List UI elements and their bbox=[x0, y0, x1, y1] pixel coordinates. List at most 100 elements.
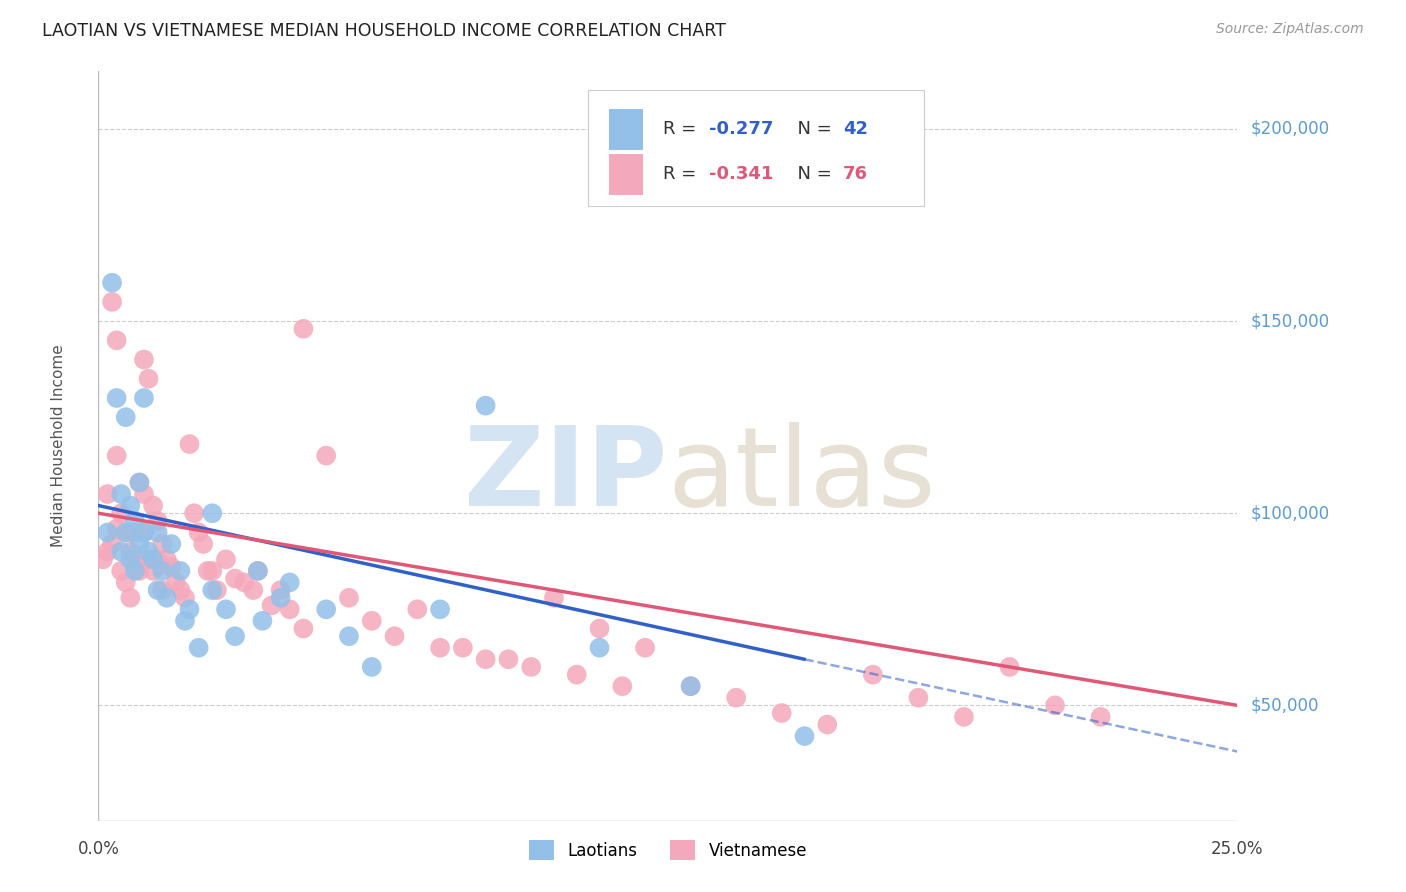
Point bbox=[128, 475, 150, 490]
Point bbox=[142, 564, 165, 578]
Point bbox=[179, 437, 201, 451]
Point bbox=[96, 544, 118, 558]
Point bbox=[953, 710, 976, 724]
Point bbox=[110, 487, 132, 501]
Point bbox=[128, 475, 150, 490]
Point bbox=[565, 667, 588, 681]
Point bbox=[146, 583, 169, 598]
Point bbox=[429, 640, 451, 655]
Point bbox=[215, 602, 238, 616]
Point bbox=[215, 552, 238, 566]
Point bbox=[146, 552, 169, 566]
Point bbox=[1043, 698, 1066, 713]
Point bbox=[252, 614, 274, 628]
Point bbox=[183, 506, 205, 520]
Point bbox=[270, 591, 292, 605]
Point bbox=[588, 640, 610, 655]
Point bbox=[612, 679, 634, 693]
Point bbox=[278, 602, 301, 616]
Point bbox=[770, 706, 793, 720]
Point bbox=[1090, 710, 1112, 724]
Point bbox=[907, 690, 929, 705]
Text: Median Household Income: Median Household Income bbox=[51, 344, 66, 548]
Point bbox=[474, 652, 496, 666]
Point bbox=[278, 575, 301, 590]
Text: $100,000: $100,000 bbox=[1251, 504, 1330, 522]
Point bbox=[197, 564, 219, 578]
Point bbox=[124, 552, 146, 566]
Point bbox=[634, 640, 657, 655]
Point bbox=[169, 564, 191, 578]
Point bbox=[429, 602, 451, 616]
Text: R =: R = bbox=[664, 120, 702, 138]
Point bbox=[132, 487, 155, 501]
Point bbox=[110, 506, 132, 520]
Point bbox=[128, 564, 150, 578]
Text: 25.0%: 25.0% bbox=[1211, 840, 1264, 858]
Point bbox=[384, 629, 406, 643]
Point bbox=[96, 487, 118, 501]
Point bbox=[120, 499, 142, 513]
Point bbox=[105, 449, 128, 463]
Point bbox=[815, 717, 838, 731]
Point bbox=[105, 334, 128, 348]
Point bbox=[114, 525, 136, 540]
Point bbox=[138, 372, 160, 386]
Point bbox=[128, 537, 150, 551]
Point bbox=[679, 679, 702, 693]
Point bbox=[146, 514, 169, 528]
Text: 0.0%: 0.0% bbox=[77, 840, 120, 858]
Point bbox=[120, 544, 142, 558]
Point bbox=[862, 667, 884, 681]
Text: N =: N = bbox=[786, 120, 838, 138]
Point bbox=[150, 537, 173, 551]
Point bbox=[315, 602, 337, 616]
Point bbox=[588, 622, 610, 636]
Point bbox=[187, 525, 209, 540]
Point bbox=[360, 614, 382, 628]
Point bbox=[132, 525, 155, 540]
Point bbox=[201, 564, 224, 578]
Point bbox=[233, 575, 256, 590]
Point bbox=[725, 690, 748, 705]
Point bbox=[474, 399, 496, 413]
Text: LAOTIAN VS VIETNAMESE MEDIAN HOUSEHOLD INCOME CORRELATION CHART: LAOTIAN VS VIETNAMESE MEDIAN HOUSEHOLD I… bbox=[42, 22, 725, 40]
Text: -0.341: -0.341 bbox=[709, 165, 773, 184]
Point bbox=[292, 322, 315, 336]
Point bbox=[101, 276, 124, 290]
Point bbox=[105, 522, 128, 536]
Text: $200,000: $200,000 bbox=[1251, 120, 1330, 138]
Point bbox=[406, 602, 429, 616]
Point bbox=[91, 552, 114, 566]
Point bbox=[193, 537, 215, 551]
Point bbox=[110, 544, 132, 558]
Point bbox=[315, 449, 337, 463]
Point bbox=[337, 629, 360, 643]
Point bbox=[205, 583, 228, 598]
Point bbox=[292, 622, 315, 636]
Text: $150,000: $150,000 bbox=[1251, 312, 1330, 330]
Point bbox=[679, 679, 702, 693]
Legend: Laotians, Vietnamese: Laotians, Vietnamese bbox=[520, 831, 815, 869]
Point bbox=[150, 583, 173, 598]
Text: 76: 76 bbox=[844, 165, 869, 184]
Point bbox=[179, 602, 201, 616]
Point bbox=[224, 629, 246, 643]
Point bbox=[246, 564, 269, 578]
Text: N =: N = bbox=[786, 165, 838, 184]
Point bbox=[543, 591, 565, 605]
Point bbox=[146, 525, 169, 540]
Point bbox=[174, 614, 197, 628]
Text: ZIP: ZIP bbox=[464, 423, 668, 530]
Point bbox=[998, 660, 1021, 674]
Text: 42: 42 bbox=[844, 120, 869, 138]
Point bbox=[110, 564, 132, 578]
Point bbox=[138, 552, 160, 566]
Point bbox=[124, 564, 146, 578]
Point bbox=[138, 544, 160, 558]
Point bbox=[120, 591, 142, 605]
Point bbox=[260, 599, 283, 613]
Point bbox=[242, 583, 264, 598]
Point bbox=[498, 652, 520, 666]
Point bbox=[124, 525, 146, 540]
